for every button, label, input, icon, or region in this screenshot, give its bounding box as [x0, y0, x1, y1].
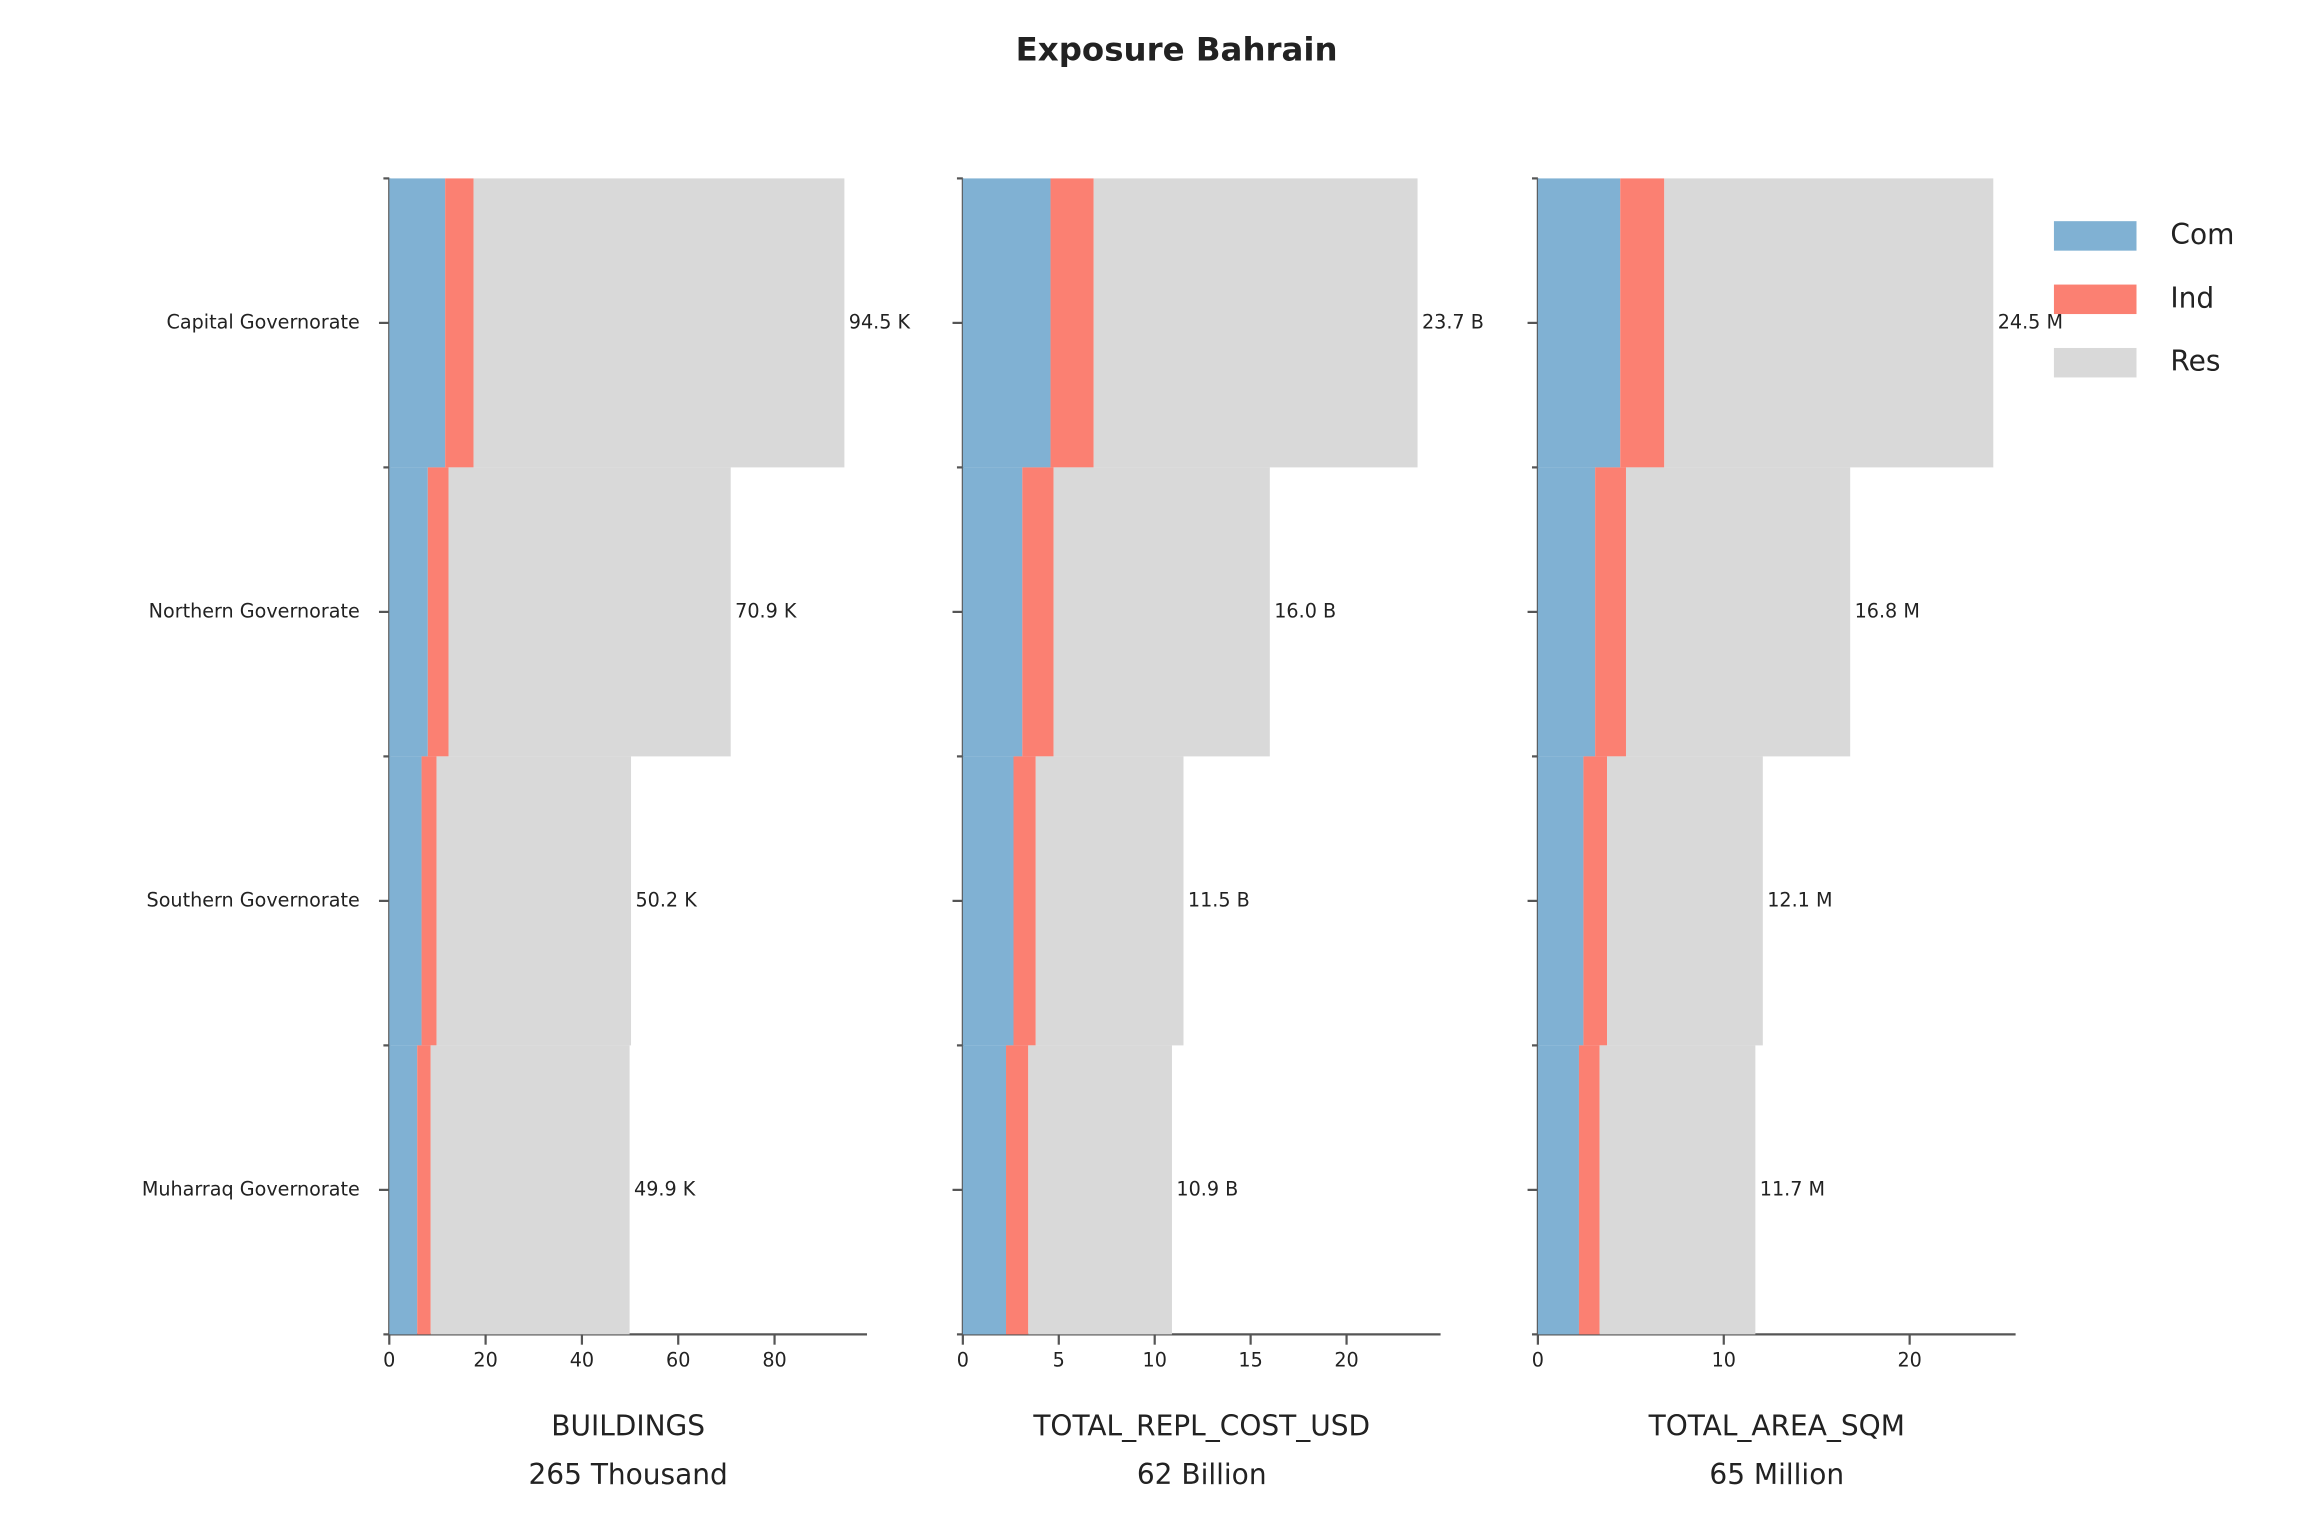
value-label: 94.5 K — [849, 310, 911, 333]
bar-segment — [389, 1045, 418, 1335]
legend-label: Com — [2170, 218, 2234, 251]
bar-segment — [1053, 467, 1270, 757]
bar-segment — [1022, 467, 1054, 757]
bar-segment — [1583, 756, 1608, 1046]
bar-segment — [1595, 467, 1626, 757]
bar-segment — [427, 467, 449, 757]
bar-segment — [1578, 1045, 1600, 1335]
x-tick-label: 15 — [1238, 1348, 1262, 1371]
bar-segment — [417, 1045, 431, 1335]
x-axis-label: TOTAL_REPL_COST_USD — [1032, 1409, 1370, 1442]
x-axis-label: BUILDINGS — [551, 1409, 705, 1442]
y-tick-label: Southern Governorate — [147, 888, 360, 911]
bar-segment — [436, 756, 632, 1046]
value-label: 12.1 M — [1767, 888, 1832, 911]
value-label: 24.5 M — [1998, 310, 2063, 333]
bar-segment — [1013, 756, 1036, 1046]
y-tick-label: Northern Governorate — [149, 599, 360, 622]
x-tick-label: 10 — [1712, 1348, 1736, 1371]
bar-segment — [1537, 1045, 1579, 1335]
x-tick-label: 20 — [473, 1348, 497, 1371]
legend-swatch — [2053, 347, 2137, 378]
value-label: 50.2 K — [635, 888, 697, 911]
y-tick-label: Capital Governorate — [167, 310, 360, 333]
bar-segment — [962, 1045, 1007, 1335]
x-tick-label: 20 — [1334, 1348, 1358, 1371]
bar-segment — [962, 756, 1014, 1046]
value-label: 11.7 M — [1760, 1177, 1825, 1200]
x-tick-label: 0 — [1532, 1348, 1544, 1371]
bar-segment — [430, 1045, 630, 1335]
bar-segment — [962, 178, 1051, 468]
bar-segment — [1093, 178, 1418, 468]
x-axis-label: 265 Thousand — [528, 1458, 727, 1491]
bar-segment — [389, 467, 428, 757]
x-tick-label: 0 — [383, 1348, 395, 1371]
bar-segment — [473, 178, 845, 468]
bar-segment — [421, 756, 437, 1046]
x-tick-label: 40 — [570, 1348, 594, 1371]
legend-swatch — [2053, 221, 2137, 251]
bar-segment — [1599, 1045, 1756, 1335]
x-axis-label: 65 Million — [1709, 1458, 1844, 1491]
bar-segment — [1625, 467, 1851, 757]
value-label: 11.5 B — [1188, 888, 1250, 911]
legend-label: Ind — [2170, 281, 2214, 314]
value-label: 16.8 M — [1855, 599, 1920, 622]
chart-title: Exposure Bahrain — [1016, 31, 1338, 69]
bar-segment — [1006, 1045, 1029, 1335]
bar-segment — [1050, 178, 1094, 468]
x-tick-label: 0 — [957, 1348, 969, 1371]
bar-segment — [1607, 756, 1763, 1046]
bar-segment — [1664, 178, 1994, 468]
x-tick-label: 80 — [762, 1348, 786, 1371]
x-axis-label: 62 Billion — [1137, 1458, 1267, 1491]
value-label: 23.7 B — [1422, 310, 1484, 333]
bar-segment — [389, 756, 422, 1046]
bar-segment — [962, 467, 1023, 757]
x-axis-label: TOTAL_AREA_SQM — [1648, 1409, 1905, 1442]
bar-segment — [1028, 1045, 1172, 1335]
value-label: 10.9 B — [1176, 1177, 1238, 1200]
value-label: 16.0 B — [1274, 599, 1336, 622]
bar-segment — [1537, 467, 1596, 757]
x-tick-label: 5 — [1053, 1348, 1065, 1371]
x-tick-label: 60 — [666, 1348, 690, 1371]
bar-segment — [389, 178, 446, 468]
bar-segment — [1537, 178, 1621, 468]
value-label: 70.9 K — [735, 599, 797, 622]
y-tick-label: Muharraq Governorate — [142, 1177, 360, 1200]
bar-segment — [448, 467, 731, 757]
bar-segment — [1620, 178, 1665, 468]
bar-segment — [1537, 756, 1584, 1046]
bar-segment — [445, 178, 474, 468]
x-tick-label: 10 — [1143, 1348, 1167, 1371]
bar-segment — [1035, 756, 1184, 1046]
x-tick-label: 20 — [1897, 1348, 1921, 1371]
legend-label: Res — [2170, 345, 2220, 378]
value-label: 49.9 K — [634, 1177, 696, 1200]
legend-swatch — [2053, 284, 2137, 315]
